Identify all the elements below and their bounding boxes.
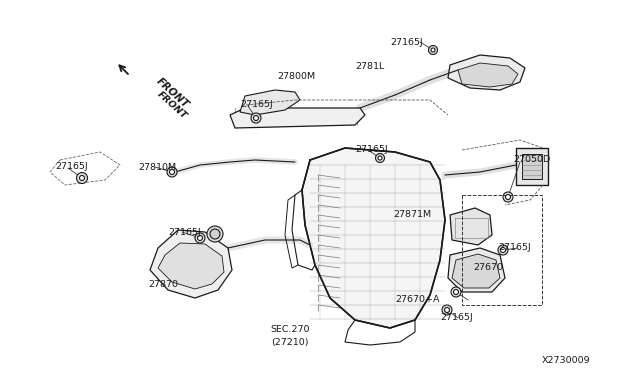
- Circle shape: [442, 305, 452, 315]
- Text: 27165J: 27165J: [390, 38, 423, 47]
- Text: 27800M: 27800M: [277, 72, 315, 81]
- Circle shape: [210, 229, 220, 239]
- Text: 27870: 27870: [148, 280, 178, 289]
- Text: 27871M: 27871M: [393, 210, 431, 219]
- Circle shape: [503, 192, 513, 202]
- Polygon shape: [516, 148, 548, 185]
- Text: 27165J: 27165J: [440, 313, 473, 322]
- Text: 2781L: 2781L: [355, 62, 384, 71]
- Circle shape: [376, 154, 385, 163]
- Circle shape: [454, 289, 458, 295]
- Text: 27050D: 27050D: [513, 155, 550, 164]
- Circle shape: [198, 235, 202, 241]
- Circle shape: [79, 176, 84, 180]
- Text: (27210): (27210): [271, 338, 308, 347]
- Polygon shape: [158, 243, 224, 289]
- Polygon shape: [448, 55, 525, 90]
- Polygon shape: [452, 254, 500, 288]
- Polygon shape: [458, 63, 518, 87]
- Circle shape: [167, 167, 177, 177]
- Circle shape: [170, 170, 175, 174]
- Text: 27165J: 27165J: [355, 145, 388, 154]
- Text: 27165J: 27165J: [240, 100, 273, 109]
- Circle shape: [431, 48, 435, 52]
- Polygon shape: [302, 148, 445, 328]
- Circle shape: [378, 156, 382, 160]
- Text: FRONT: FRONT: [155, 90, 188, 121]
- Circle shape: [500, 247, 506, 253]
- Circle shape: [207, 226, 223, 242]
- Polygon shape: [240, 90, 300, 115]
- Circle shape: [451, 287, 461, 297]
- Circle shape: [251, 113, 261, 123]
- Polygon shape: [522, 154, 542, 179]
- Circle shape: [506, 195, 511, 199]
- Bar: [462, 195, 542, 305]
- Text: FRONT: FRONT: [154, 76, 190, 110]
- Text: SEC.270: SEC.270: [270, 325, 310, 334]
- Text: 27810M: 27810M: [138, 163, 176, 172]
- Text: X2730009: X2730009: [541, 356, 590, 365]
- Polygon shape: [150, 230, 232, 298]
- Circle shape: [195, 233, 205, 243]
- Text: 27165J: 27165J: [55, 162, 88, 171]
- Text: 27670: 27670: [473, 263, 503, 272]
- Polygon shape: [448, 248, 505, 292]
- Text: 27670+A: 27670+A: [395, 295, 440, 304]
- Polygon shape: [230, 108, 365, 128]
- Circle shape: [498, 245, 508, 255]
- Circle shape: [77, 173, 88, 183]
- Circle shape: [429, 45, 438, 55]
- Polygon shape: [450, 208, 492, 245]
- Circle shape: [445, 308, 449, 312]
- Text: 27165J: 27165J: [168, 228, 201, 237]
- Circle shape: [253, 115, 259, 121]
- Text: 27165J: 27165J: [498, 243, 531, 252]
